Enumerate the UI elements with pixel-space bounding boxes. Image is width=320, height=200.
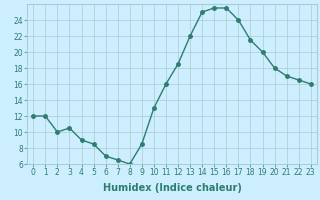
X-axis label: Humidex (Indice chaleur): Humidex (Indice chaleur) [103,183,241,193]
